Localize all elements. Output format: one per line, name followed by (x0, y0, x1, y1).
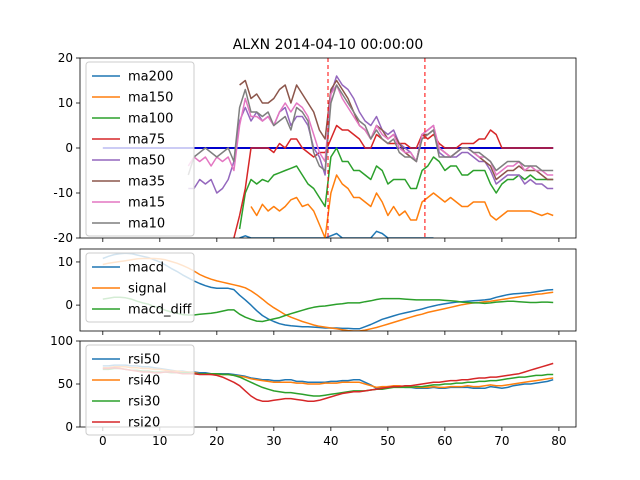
x-tick-label: 60 (437, 434, 452, 448)
series-line-ma150 (250, 174, 554, 238)
legend-label: ma75 (128, 133, 165, 148)
legend-label: ma35 (128, 175, 165, 190)
legend-label: ma10 (128, 217, 165, 232)
legend-label: macd_diff (128, 303, 192, 318)
series-line-ma200 (239, 230, 434, 238)
series-line-ma100 (238, 147, 554, 230)
legend-label: rsi40 (128, 374, 160, 389)
legend-label: ma200 (128, 70, 173, 85)
y-tick-label: 10 (58, 255, 73, 269)
y-tick-label: 0 (65, 141, 73, 155)
legend-label: ma150 (128, 91, 173, 106)
y-tick-label: -10 (53, 186, 73, 200)
legend-label: macd (128, 261, 164, 276)
x-tick-label: 10 (152, 434, 167, 448)
series-line-ma35 (239, 79, 554, 181)
legend-label: rsi50 (128, 353, 160, 368)
chart-title: ALXN 2014-04-10 00:00:00 (233, 37, 424, 53)
x-tick-label: 30 (266, 434, 281, 448)
legend-label: ma15 (128, 196, 165, 211)
x-tick-label: 40 (323, 434, 338, 448)
chart-panels: -20-1001020ma200ma150ma100ma75ma50ma35ma… (50, 51, 577, 448)
y-tick-label: 0 (65, 420, 73, 434)
legend-box (85, 344, 195, 436)
series-line-ma10 (187, 84, 554, 176)
y-tick-label: 10 (58, 96, 73, 110)
macd-panel: 0 10 macd signal macd_diff (58, 248, 577, 335)
series-line-ma50 (188, 75, 554, 194)
rsi-panel: 0 50 100 0 10 20 30 40 50 60 70 80 rsi50 rsi40 rsi30 rs… (50, 334, 577, 448)
legend-label: ma50 (128, 154, 165, 169)
y-tick-label: 100 (50, 334, 73, 348)
legend-box (85, 252, 195, 323)
x-tick-label: 80 (551, 434, 566, 448)
y-tick-label: 50 (58, 377, 73, 391)
x-tick-label: 70 (494, 434, 509, 448)
y-tick-label: 20 (58, 51, 73, 65)
legend-label: rsi30 (128, 395, 160, 410)
price-panel: -20 -10 0 10 20 ma200 ma150 ma100 ma75 ma50 ma35 ma… (53, 51, 577, 245)
legend-box (85, 61, 195, 237)
x-tick-label: 50 (380, 434, 395, 448)
y-tick-label: 0 (65, 298, 73, 312)
x-tick-label: 20 (209, 434, 224, 448)
legend-label: ma100 (128, 112, 173, 127)
legend-label: signal (128, 282, 166, 297)
legend-label: rsi20 (128, 416, 160, 431)
axes-frame (79, 248, 577, 332)
series-line-ma75 (233, 124, 554, 238)
x-tick-label: 0 (99, 434, 107, 448)
y-tick-label: -20 (53, 231, 73, 245)
